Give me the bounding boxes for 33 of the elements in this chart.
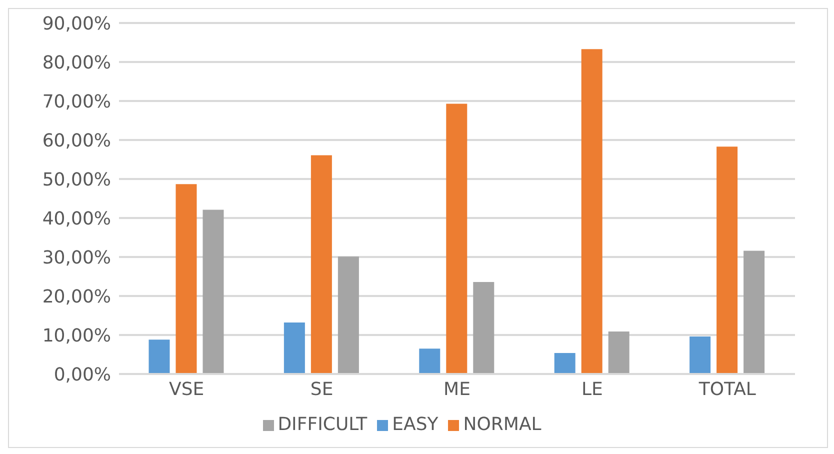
bar — [419, 348, 440, 374]
x-tick-label: TOTAL — [698, 378, 756, 400]
legend-label: NORMAL — [463, 414, 542, 435]
bar — [202, 210, 224, 374]
bar — [176, 184, 197, 374]
bar — [148, 340, 170, 374]
x-tick-label: ME — [444, 378, 470, 400]
y-tick-label: 40,00% — [42, 208, 111, 230]
y-tick-label: 80,00% — [42, 52, 111, 74]
bar — [338, 256, 359, 374]
bar — [581, 49, 602, 374]
bar — [554, 352, 576, 374]
y-tick-label: 50,00% — [42, 169, 111, 190]
bar — [473, 282, 494, 374]
bar — [716, 146, 738, 374]
x-tick-label: VSE — [169, 378, 204, 400]
y-tick-label: 20,00% — [42, 286, 111, 308]
y-tick-label: 60,00% — [42, 130, 111, 152]
y-tick-label: 0,00% — [54, 364, 111, 386]
bar — [744, 250, 765, 374]
x-tick-label: LE — [581, 378, 603, 400]
legend-label: EASY — [392, 414, 438, 435]
y-tick-label: 70,00% — [42, 91, 111, 112]
bar — [690, 336, 711, 374]
bar — [310, 155, 332, 374]
bar — [446, 104, 468, 374]
y-tick-label: 90,00% — [42, 13, 111, 34]
x-tick-label: SE — [310, 378, 334, 400]
y-tick-label: 10,00% — [42, 325, 111, 346]
y-tick-label: 30,00% — [42, 247, 111, 268]
legend-label: DIFFICULT — [278, 414, 368, 435]
bar — [608, 331, 630, 374]
bar — [284, 322, 305, 374]
